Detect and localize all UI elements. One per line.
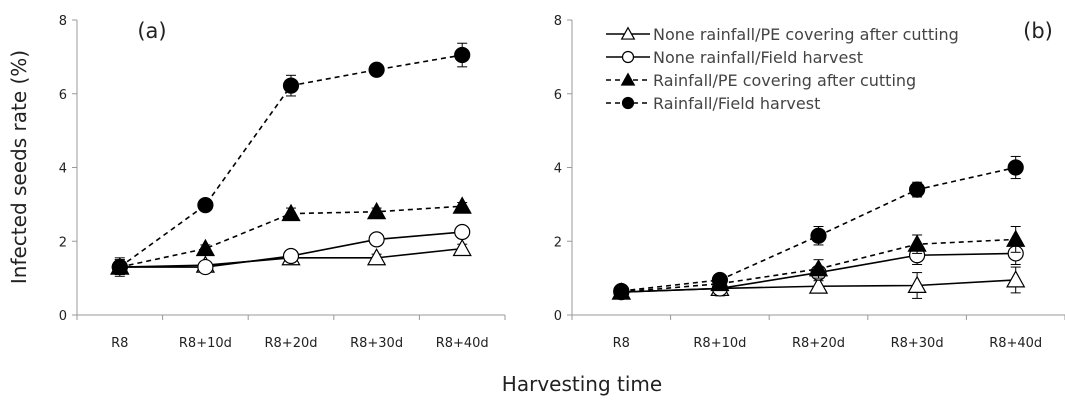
panel-a-series-1-point — [452, 238, 472, 257]
panel-a-x-tick-label: R8+20d — [265, 336, 318, 351]
panel-b-x-tick-label: R8+30d — [891, 336, 944, 351]
legend-swatch-marker-3 — [620, 72, 636, 86]
panel-a-y-tick-label: 2 — [59, 235, 67, 250]
legend-swatch-marker-4 — [621, 96, 635, 110]
legend-entry-4: Rainfall/Field harvest — [653, 94, 820, 113]
legend-entry-3: Rainfall/PE covering after cutting — [653, 71, 916, 90]
panel-b-x-tick-label: R8 — [613, 336, 630, 351]
panel-a-x-tick-label: R8 — [111, 336, 128, 351]
panel-b-series-3-point — [808, 259, 829, 277]
panel-a-x-tick-label: R8+30d — [350, 336, 403, 351]
panel-a-series-4-point — [197, 197, 214, 214]
panel-a-series-4-point — [282, 77, 300, 94]
panel-b-series-4-point — [1007, 159, 1024, 176]
panel-a-y-tick-label: 8 — [59, 14, 67, 29]
panel-b-x-tick-label: R8+20d — [792, 336, 845, 351]
panel-b-series-1-point — [808, 276, 829, 294]
panel-a-series-4-point — [368, 61, 385, 78]
panel-a-y-tick-label: 6 — [59, 88, 67, 103]
legend-swatch-marker-1 — [620, 26, 636, 40]
panel-b-series-3-point — [907, 234, 927, 252]
plot-layer: 0 2 4 6 8 R8 R8+10d R8+20d R8+30d R8+40d (a) 0 2 4 6 8 R… — [59, 14, 1065, 351]
legend-swatch-marker-2 — [621, 50, 635, 64]
panel-a-y-tick-label: 0 — [59, 309, 67, 324]
x-axis-title: Harvesting time — [502, 372, 662, 396]
panel-a-series-2-point — [197, 258, 214, 276]
panel-a-series-2-point — [454, 223, 471, 241]
panel-a-series-4-point — [454, 46, 471, 64]
panel-a-series-3-point — [281, 203, 301, 222]
panel-a-x-tick-label: R8+40d — [436, 336, 489, 351]
panel-b-y-tick-label: 4 — [554, 162, 562, 177]
panel-b-series-3-point — [1006, 229, 1026, 247]
panel-b-label: (b) — [1023, 19, 1053, 43]
panel-a-x-tick-label: R8+10d — [179, 336, 232, 351]
panel-b-series-4-point — [613, 282, 630, 300]
panel-a-series-2-point — [282, 247, 300, 265]
panel-b-series-4-point — [810, 227, 827, 244]
panel-b-x-tick-label: R8+40d — [989, 336, 1042, 351]
y-axis-title: Infected seeds rate (%) — [7, 50, 31, 284]
panel-b-y-tick-label: 8 — [554, 14, 562, 29]
panel-b-series-1-point — [1006, 270, 1026, 288]
panel-a-series-3-point — [366, 201, 387, 220]
panel-b-y-tick-label: 2 — [554, 235, 562, 250]
panel-a-series-3-point — [452, 196, 472, 214]
panel-a-series-2-point — [368, 231, 385, 248]
panel-b-y-tick-label: 0 — [554, 309, 562, 324]
legend-entry-1: None rainfall/PE covering after cutting — [653, 25, 959, 44]
panel-b-series-4-point — [711, 271, 729, 289]
panel-b-x-tick-label: R8+10d — [693, 336, 746, 351]
panel-b-series-1-point — [907, 275, 927, 293]
panel-b-y-tick-label: 6 — [554, 88, 562, 103]
panel-a-series-1-point — [366, 247, 387, 266]
panel-b-series-4-point — [908, 181, 926, 198]
panel-a-series-4-point — [111, 258, 128, 276]
panel-a-series-3-point — [195, 238, 216, 257]
legend-entry-2: None rainfall/Field harvest — [653, 48, 863, 67]
panel-a-label: (a) — [137, 19, 166, 43]
panel-a-y-tick-label: 4 — [59, 162, 67, 177]
